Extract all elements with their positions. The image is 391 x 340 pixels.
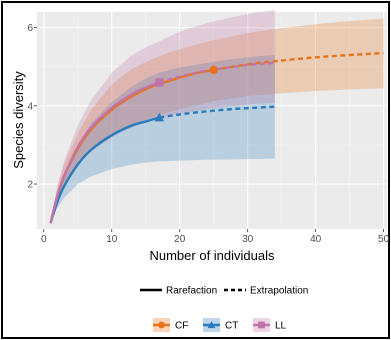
linetype-label: Extrapolation [250,286,308,297]
x-tick-label: 20 [174,234,186,245]
x-tick-label: 10 [106,234,118,245]
plot-panel [37,12,387,229]
linetype-legend: Rarefaction Extrapolation [140,286,308,297]
y-axis-title: Species diversity [11,71,26,169]
legend-label-cf: CF [175,321,188,332]
observed-markers [154,65,218,122]
ribbon-extrapolation-ll [159,10,275,118]
line-extrapolation-cf [213,51,384,72]
series-lines [49,51,384,224]
line-extrapolation-ll [158,61,275,84]
ribbon-extrapolation-ct [159,55,275,162]
legend-label-ct: CT [225,321,238,332]
x-tick-label: 50 [378,234,390,245]
x-axis-title: Number of individuals [149,248,275,263]
legend-key-marker-cf [158,321,165,329]
ribbon-rarefaction-cf [50,40,214,224]
ribbon-rarefaction-ct [50,72,160,224]
confidence-ribbons [50,10,384,224]
y-tick-label: 2 [27,180,33,191]
y-tick-label: 4 [27,101,33,112]
grid-major [37,12,387,229]
linetype-label: Rarefaction [166,286,217,297]
x-tick-label: 30 [242,234,254,245]
x-axis-ticks: 0 10 20 30 40 50 [41,229,390,245]
line-rarefaction-ct [49,116,160,224]
line-rarefaction-ll [49,81,160,224]
observed-point-cf [209,65,218,75]
legend-label-ll: LL [275,321,287,332]
x-tick-label: 0 [41,234,47,245]
x-tick-label: 40 [310,234,322,245]
observed-point-ct [154,112,165,122]
ribbon-rarefaction-ll [50,41,160,224]
legend-key-marker-ll [258,321,265,329]
observed-point-ll [155,78,164,87]
y-axis-ticks: 2 4 6 [27,23,37,191]
y-tick-label: 6 [27,23,33,34]
line-extrapolation-ct [159,105,275,119]
legend-key-marker-ct [207,321,216,329]
series-legend: CF CT LL [153,318,287,332]
